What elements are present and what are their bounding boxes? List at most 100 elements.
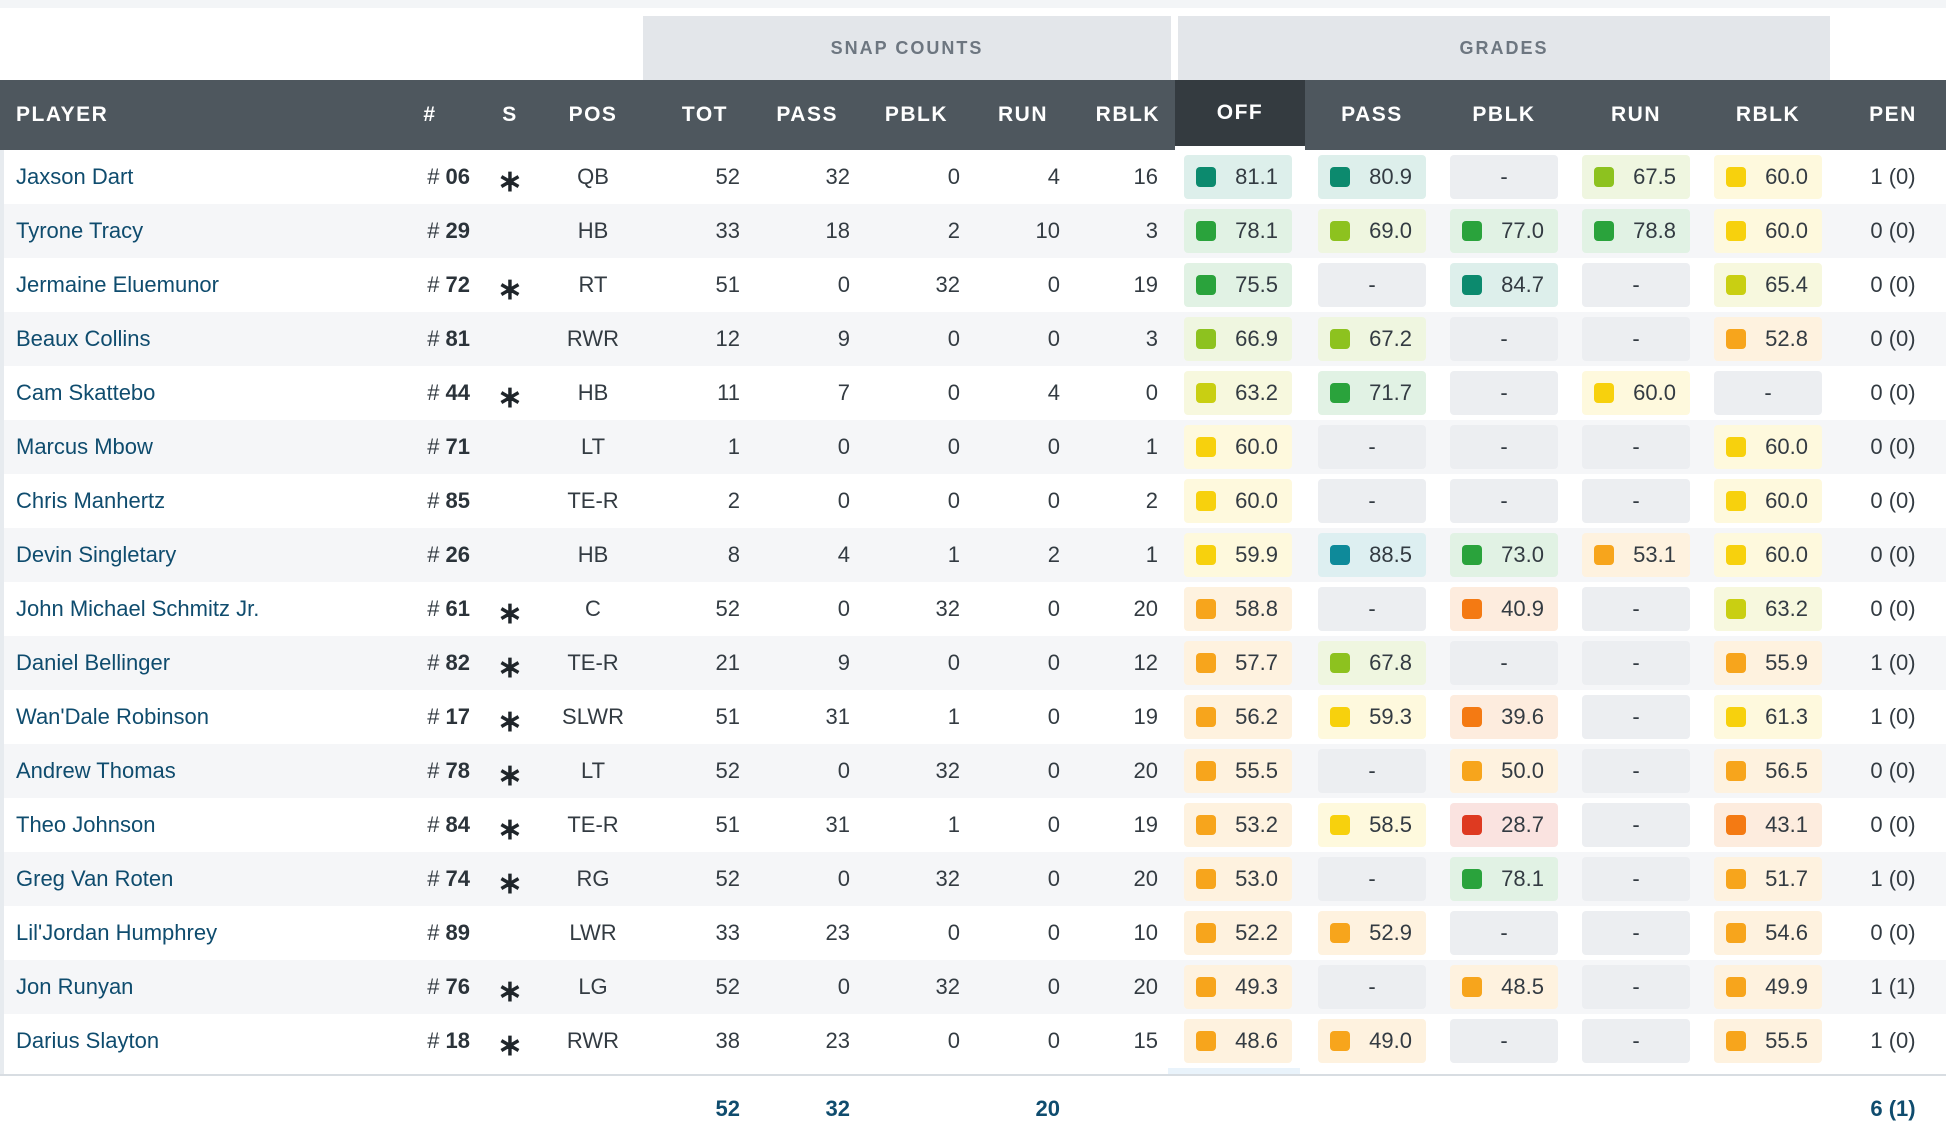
starter-asterisk-icon: ∗ <box>497 272 523 306</box>
jersey-value: 29 <box>445 218 470 243</box>
player-name-link[interactable]: Cam Skattebo <box>16 380 156 405</box>
snap-rblk: 20 <box>1133 596 1158 621</box>
player-name-link[interactable]: Jaxson Dart <box>16 164 134 189</box>
player-name-link[interactable]: Andrew Thomas <box>16 758 176 783</box>
grade-value: 60.0 <box>1235 434 1278 459</box>
grade-pblk-badge: - <box>1450 425 1558 469</box>
column-header-rblk[interactable]: RBLK <box>1095 103 1160 126</box>
column-header-grade-pblk[interactable]: PBLK <box>1472 103 1536 126</box>
grade-pass-badge: - <box>1318 587 1426 631</box>
player-name-link[interactable]: Greg Van Roten <box>16 866 174 891</box>
grade-value: 50.0 <box>1501 758 1544 783</box>
position: RWR <box>566 326 620 351</box>
player-name-link[interactable]: John Michael Schmitz Jr. <box>16 596 260 621</box>
grade-run-badge: - <box>1582 317 1690 361</box>
snap-pass: 0 <box>837 974 850 999</box>
grade-rblk-badge: 49.9 <box>1714 965 1822 1009</box>
grade-color-icon <box>1196 545 1216 565</box>
column-header-starter[interactable]: S <box>502 103 518 126</box>
column-header-grade-pass[interactable]: PASS <box>1341 103 1403 126</box>
snap-tot: 8 <box>727 542 740 567</box>
snap-tot: 51 <box>715 812 740 837</box>
table-row: Devin Singletary #26 HB 8 4 1 2 1 59.9 88.5 73.0 53… <box>0 528 1946 582</box>
total-pen: 6 (1) <box>1870 1096 1916 1121</box>
grade-pass-badge: 67.8 <box>1318 641 1426 685</box>
column-header-pen[interactable]: PEN <box>1869 103 1917 126</box>
column-header-tot[interactable]: TOT <box>681 103 728 126</box>
snap-tot: 38 <box>715 1028 740 1053</box>
snap-pblk: 0 <box>947 650 960 675</box>
penalties: 0 (0) <box>1870 434 1916 459</box>
snap-tot: 52 <box>715 758 740 783</box>
hash-symbol: # <box>427 164 440 189</box>
column-header-pblk[interactable]: PBLK <box>884 103 948 126</box>
column-header-grade-off[interactable]: OFF <box>1175 80 1305 150</box>
hash-symbol: # <box>427 650 440 675</box>
grade-pblk-badge: 40.9 <box>1450 587 1558 631</box>
grade-value: 59.9 <box>1235 542 1278 567</box>
hash-symbol: # <box>427 596 440 621</box>
player-name-link[interactable]: Marcus Mbow <box>16 434 153 459</box>
player-name-link[interactable]: Devin Singletary <box>16 542 177 567</box>
jersey-number: #81 <box>380 312 470 366</box>
grade-rblk-badge: - <box>1714 371 1822 415</box>
column-header-grade-run[interactable]: RUN <box>1611 103 1661 126</box>
column-header-run[interactable]: RUN <box>998 103 1048 126</box>
jersey-number: #71 <box>380 420 470 474</box>
grade-run-badge: - <box>1582 857 1690 901</box>
starter-asterisk-icon: ∗ <box>497 866 523 900</box>
grade-off-badge: 53.0 <box>1184 857 1292 901</box>
column-header-number[interactable]: # <box>423 103 437 126</box>
player-name-link[interactable]: Beaux Collins <box>16 326 151 351</box>
grade-value: 84.7 <box>1501 272 1544 297</box>
player-name-link[interactable]: Theo Johnson <box>16 812 156 837</box>
grade-value: - <box>1632 812 1640 837</box>
player-name-link[interactable]: Chris Manhertz <box>16 488 166 513</box>
grade-rblk-badge: 63.2 <box>1714 587 1822 631</box>
snap-tot: 33 <box>715 920 740 945</box>
grade-value: 49.3 <box>1235 974 1278 999</box>
starter-asterisk-icon: ∗ <box>497 704 523 738</box>
penalties: 0 (0) <box>1870 920 1916 945</box>
jersey-number: #85 <box>380 474 470 528</box>
grade-run-badge: - <box>1582 749 1690 793</box>
jersey-value: 06 <box>445 164 470 189</box>
snap-pass: 18 <box>825 218 850 243</box>
grade-color-icon <box>1330 1031 1350 1051</box>
snap-run: 10 <box>1035 218 1060 243</box>
starter-asterisk-icon <box>490 312 530 366</box>
penalties: 1 (0) <box>1870 704 1916 729</box>
snap-run: 0 <box>1047 650 1060 675</box>
player-name-link[interactable]: Darius Slayton <box>16 1028 160 1053</box>
player-name-link[interactable]: Daniel Bellinger <box>16 650 171 675</box>
grade-color-icon <box>1462 599 1482 619</box>
column-header-pos[interactable]: POS <box>568 103 618 126</box>
penalties: 1 (0) <box>1870 650 1916 675</box>
grade-run-badge: - <box>1582 641 1690 685</box>
player-name-link[interactable]: Jon Runyan <box>16 974 134 999</box>
snap-pblk: 1 <box>947 704 960 729</box>
column-header-pass[interactable]: PASS <box>776 103 838 126</box>
player-name-link[interactable]: Wan'Dale Robinson <box>16 704 209 729</box>
snap-rblk: 2 <box>1145 488 1158 513</box>
table-row: Theo Johnson #84 ∗ TE-R 51 31 1 0 19 53.2 58.5 28.7… <box>0 798 1946 852</box>
player-name-link[interactable]: Lil'Jordan Humphrey <box>16 920 218 945</box>
grade-color-icon <box>1726 167 1746 187</box>
player-name-link[interactable]: Tyrone Tracy <box>16 218 144 243</box>
snap-tot: 51 <box>715 704 740 729</box>
grade-value: - <box>1500 380 1508 405</box>
grade-value: - <box>1500 650 1508 675</box>
grade-pass-badge: 67.2 <box>1318 317 1426 361</box>
grade-value: 58.5 <box>1369 812 1412 837</box>
hash-symbol: # <box>427 1028 440 1053</box>
snap-run: 0 <box>1047 758 1060 783</box>
grade-off-badge: 48.6 <box>1184 1019 1292 1063</box>
table-row: Greg Van Roten #74 ∗ RG 52 0 32 0 20 53.0 - 78.1 - 51… <box>0 852 1946 906</box>
penalties: 0 (0) <box>1870 542 1916 567</box>
column-header-grade-rblk[interactable]: RBLK <box>1735 103 1801 126</box>
totals-row <box>0 1074 1946 1144</box>
column-header-player[interactable]: PLAYER <box>16 103 109 126</box>
grade-color-icon <box>1726 545 1746 565</box>
player-name-link[interactable]: Jermaine Eluemunor <box>16 272 219 297</box>
grade-value: - <box>1632 596 1640 621</box>
